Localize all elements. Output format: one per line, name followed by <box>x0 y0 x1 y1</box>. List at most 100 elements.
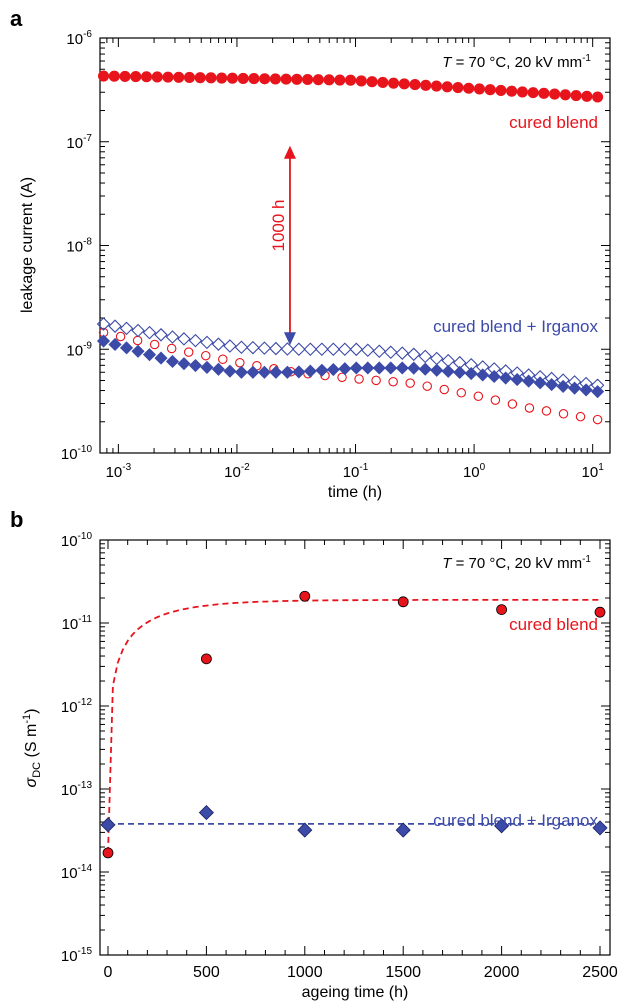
data-point-a <box>405 378 415 388</box>
data-point-a <box>259 73 271 85</box>
data-point-a <box>119 341 134 355</box>
data-point-a <box>506 85 518 97</box>
data-point-a <box>418 349 433 364</box>
data-point-a <box>592 414 603 425</box>
data-point-a <box>183 347 194 357</box>
fit-line <box>107 599 600 853</box>
condition-label-b: T = 70 °C, 20 kV mm-1 <box>442 554 591 572</box>
y-tick-label-a: 10-10 <box>61 444 93 463</box>
data-point-a <box>177 357 191 371</box>
data-point-a <box>498 364 513 378</box>
data-point-a <box>269 341 283 356</box>
data-point-a <box>570 89 582 102</box>
x-tick-label-b: 2500 <box>582 964 618 981</box>
data-point-a <box>312 74 324 86</box>
data-point-a <box>430 80 443 92</box>
y-tick-label-b: 10-11 <box>62 614 93 633</box>
data-point-a <box>429 351 444 366</box>
data-point-a <box>377 76 389 88</box>
data-point-a <box>406 347 421 362</box>
data-point-a <box>338 362 352 376</box>
data-point-a <box>371 375 381 386</box>
data-point-a <box>165 330 180 344</box>
data-point-a <box>269 73 281 85</box>
data-point-a <box>218 354 228 365</box>
data-point-a <box>326 342 341 357</box>
data-point-b <box>102 847 114 859</box>
label-cured-blend-irganox-b: cured blend + Irganox <box>433 811 598 830</box>
data-point-a <box>303 364 317 378</box>
data-point-a <box>495 84 507 96</box>
y-tick-label-a: 10-6 <box>66 29 92 48</box>
x-tick-label-b: 2000 <box>484 964 520 981</box>
y-tick-label-b: 10-15 <box>61 946 93 965</box>
data-point-a <box>96 334 111 348</box>
data-point-b <box>594 606 606 618</box>
data-point-a <box>473 83 485 95</box>
plot-frame-a <box>99 37 611 454</box>
data-point-a <box>581 90 593 102</box>
data-point-a <box>201 350 211 361</box>
data-point-a <box>510 366 524 380</box>
data-point-a <box>372 344 387 359</box>
data-point-a <box>549 88 561 100</box>
data-point-a <box>533 369 547 384</box>
data-point-a <box>521 368 536 382</box>
data-point-a <box>524 403 535 413</box>
panel-label-a: a <box>10 6 23 31</box>
data-point-a <box>130 71 142 83</box>
data-point-a <box>162 71 174 83</box>
data-point-a <box>592 91 604 103</box>
x-tick-label-b: 1500 <box>385 964 421 981</box>
data-point-a <box>205 72 217 84</box>
data-point-a <box>115 331 126 342</box>
annotation-label: 1000 h <box>269 200 288 252</box>
data-point-a <box>345 74 357 86</box>
data-point-a <box>216 72 228 84</box>
x-axis-label-a: time (h) <box>328 484 382 501</box>
data-point-a <box>409 79 421 91</box>
data-point-a <box>211 362 226 376</box>
data-point-a <box>315 363 329 377</box>
data-point-a <box>131 323 145 338</box>
data-point-a <box>211 337 226 351</box>
data-point-a <box>441 364 455 378</box>
data-point-a <box>579 376 593 391</box>
data-point-a <box>590 378 605 393</box>
x-tick-label-a: 101 <box>582 462 605 481</box>
data-point-a <box>194 72 206 84</box>
data-point-a <box>463 82 475 94</box>
data-point-a <box>237 72 249 84</box>
data-point-a <box>556 373 570 387</box>
data-point-a <box>280 365 294 379</box>
data-point-a <box>487 362 501 376</box>
data-point-a <box>151 71 163 83</box>
data-point-a <box>323 74 335 86</box>
data-point-a <box>387 77 400 89</box>
data-point-a <box>558 409 569 419</box>
data-point-a <box>98 70 110 82</box>
data-point-a <box>544 371 559 386</box>
panel-label-b: b <box>10 507 23 532</box>
data-point-a <box>475 360 490 374</box>
data-point-a <box>541 406 552 416</box>
panel-b: b 0 500 1000 1500 2000 2500 10-15 10-14 10-13 10-… <box>10 507 618 1001</box>
data-point-a <box>166 343 177 354</box>
data-point-a <box>257 365 271 379</box>
data-point-a <box>119 70 131 82</box>
data-point-a <box>334 74 346 86</box>
data-point-a <box>338 342 352 357</box>
data-point-a <box>200 335 214 350</box>
data-point-a <box>441 353 456 368</box>
data-point-a <box>235 357 245 368</box>
label-cured-blend-b: cured blend <box>509 615 598 634</box>
data-point-a <box>349 342 364 357</box>
data-point-a <box>538 87 550 99</box>
data-point-a <box>291 73 303 85</box>
data-point-a <box>384 345 398 359</box>
data-point-a <box>473 391 484 402</box>
axis-ticks-a: 10-3 10-2 10-1 100 101 10-10 10-9 10-8 10-7 10-6 <box>61 29 610 481</box>
data-point-a <box>349 361 363 375</box>
data-point-a <box>439 384 450 395</box>
